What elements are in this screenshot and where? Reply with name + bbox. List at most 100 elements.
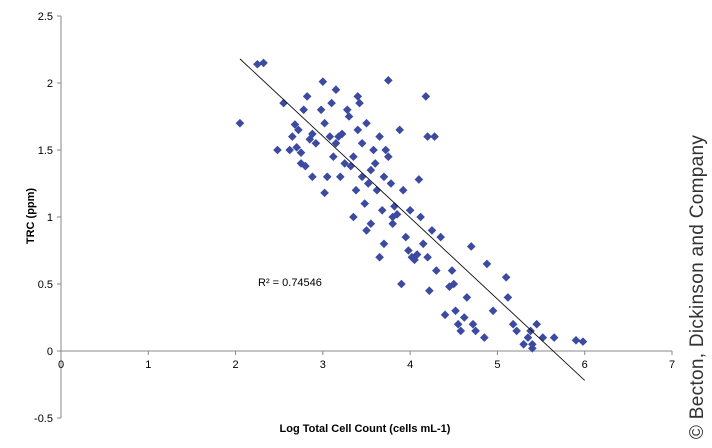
data-point	[285, 145, 294, 155]
data-point	[578, 337, 588, 346]
data-point	[377, 206, 387, 215]
x-tick-label: 3	[320, 359, 326, 371]
data-point	[549, 333, 559, 342]
data-point	[398, 185, 408, 195]
data-point	[412, 250, 422, 259]
data-point	[308, 172, 317, 182]
data-point	[395, 125, 404, 135]
x-tick-label: 0	[58, 359, 64, 371]
data-point	[447, 266, 457, 275]
data-point	[430, 132, 439, 141]
x-tick-label: 5	[494, 359, 500, 371]
x-tick-group: 0 1 2 3 4 5 6 7	[58, 351, 675, 371]
data-point	[418, 239, 428, 249]
data-point	[288, 132, 297, 141]
data-point	[401, 232, 411, 242]
x-tick-label: 4	[407, 359, 413, 371]
data-point	[320, 118, 329, 128]
data-point	[386, 179, 396, 188]
data-point	[375, 252, 384, 262]
data-point	[296, 159, 306, 168]
data-point	[290, 120, 300, 129]
data-point	[337, 129, 347, 139]
data-point	[425, 286, 434, 295]
data-point	[508, 319, 518, 329]
x-tick-label: 2	[233, 359, 239, 371]
data-point	[432, 266, 441, 275]
r-squared-annotation: R² = 0.74546	[258, 277, 322, 289]
data-point	[329, 152, 338, 161]
data-point	[462, 293, 472, 302]
data-point	[235, 118, 245, 128]
data-point	[421, 92, 431, 101]
data-point	[423, 252, 432, 262]
data-point	[388, 219, 397, 228]
data-point	[253, 59, 262, 69]
data-point	[340, 159, 349, 168]
data-point	[296, 148, 306, 157]
trendline	[239, 58, 586, 381]
y-tick-label: 0	[47, 346, 53, 358]
y-tick-label: 2.5	[38, 11, 53, 23]
data-point	[363, 179, 373, 188]
data-point	[375, 132, 384, 141]
data-point	[349, 152, 358, 161]
data-point	[488, 306, 498, 316]
y-tick-group: 2.5 2 1.5 1 0.5 0 -0.5	[34, 11, 61, 425]
data-point	[459, 313, 469, 322]
data-point	[336, 172, 345, 182]
data-point	[503, 293, 513, 302]
data-point	[366, 219, 376, 228]
x-tick-label: 1	[145, 359, 151, 371]
x-tick-label: 7	[669, 359, 675, 371]
data-point	[384, 152, 393, 161]
data-point	[344, 112, 354, 121]
copyright-credit: © Becton, Dickinson and Company	[687, 135, 708, 439]
data-point	[299, 105, 308, 115]
y-tick-label: 1	[47, 212, 53, 224]
data-point	[320, 188, 329, 198]
data-point	[538, 333, 548, 342]
x-tick-label: 6	[582, 359, 588, 371]
data-point	[279, 98, 288, 108]
axes	[60, 16, 672, 418]
data-point	[519, 340, 528, 349]
data-point	[355, 98, 364, 108]
data-point	[390, 201, 399, 211]
data-point	[308, 129, 317, 139]
data-point	[360, 199, 370, 208]
data-point	[353, 92, 363, 101]
data-point	[512, 326, 521, 336]
data-point	[372, 185, 382, 195]
data-point	[440, 310, 450, 320]
data-point	[331, 139, 341, 148]
data-point	[366, 165, 376, 175]
data-point	[404, 246, 413, 255]
data-point	[349, 212, 358, 222]
data-point	[480, 333, 489, 342]
y-tick-label: -0.5	[34, 413, 53, 425]
data-point	[523, 333, 533, 342]
data-point	[445, 282, 454, 291]
data-point	[532, 319, 542, 329]
y-tick-label: 2	[47, 78, 53, 90]
data-point	[416, 212, 425, 222]
data-point	[305, 134, 315, 144]
data-point	[423, 132, 432, 141]
data-point	[311, 139, 321, 148]
data-point	[362, 226, 371, 235]
data-point	[369, 145, 378, 155]
data-points	[235, 58, 588, 353]
data-point	[294, 125, 303, 135]
y-tick-label: 0.5	[38, 279, 53, 291]
data-point	[414, 175, 424, 184]
y-axis-title: TRC (ppm)	[25, 188, 37, 245]
data-point	[362, 118, 371, 128]
data-point	[451, 306, 460, 316]
data-point	[427, 226, 437, 235]
data-point	[259, 58, 268, 68]
data-point	[571, 335, 581, 345]
data-point	[379, 239, 389, 249]
data-point	[456, 326, 466, 336]
